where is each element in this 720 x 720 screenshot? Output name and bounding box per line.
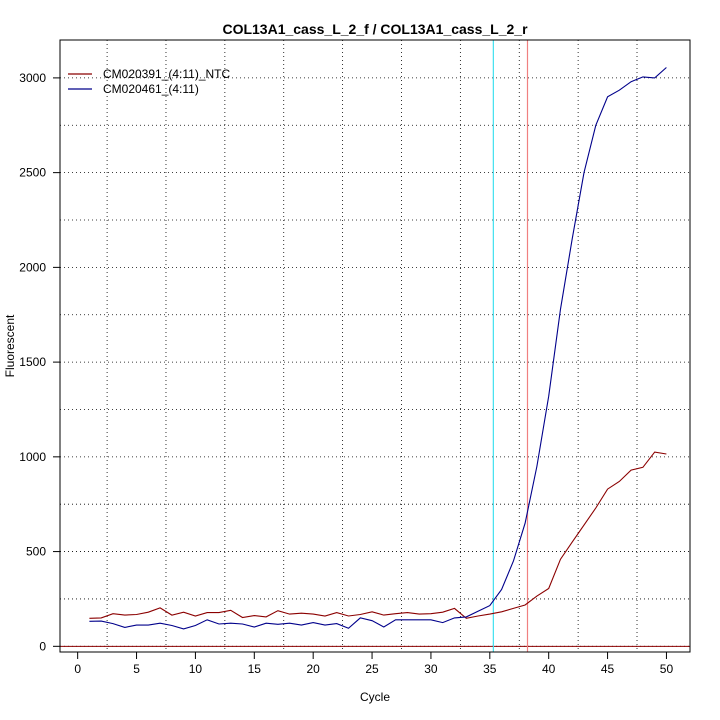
threshold-lines (60, 40, 690, 652)
series-line-1 (89, 451, 667, 619)
y-tick-label: 1500 (19, 355, 46, 369)
legend-label-2: CM020461_(4:11) (103, 82, 199, 96)
x-tick-label: 0 (74, 662, 81, 676)
legend-label-1: CM020391_(4:11)_NTC (103, 67, 231, 81)
x-tick-label: 30 (424, 662, 438, 676)
y-axis-label: Fluorescent (3, 314, 17, 377)
y-tick-label: 0 (39, 639, 46, 653)
x-tick-label: 15 (248, 662, 262, 676)
y-tick-label: 1000 (19, 450, 46, 464)
x-tick-label: 10 (189, 662, 203, 676)
x-tick-label: 35 (483, 662, 497, 676)
x-tick-label: 5 (133, 662, 140, 676)
axis-layer: 0 5 10 15 20 25 30 35 40 45 5005001000150020002500… (19, 71, 673, 676)
x-tick-label: 20 (306, 662, 320, 676)
chart-title: COL13A1_cass_L_2_f / COL13A1_cass_L_2_r (222, 21, 528, 37)
y-tick-label: 3000 (19, 71, 46, 85)
series-layer (89, 67, 667, 630)
grid-layer (60, 40, 690, 652)
plot-frame (59, 39, 691, 653)
y-tick-label: 500 (26, 545, 46, 559)
y-tick-label: 2000 (19, 260, 46, 274)
x-tick-label: 40 (542, 662, 556, 676)
x-tick-label: 45 (601, 662, 615, 676)
x-tick-label: 25 (365, 662, 379, 676)
series-line-2 (89, 67, 667, 630)
x-axis-label: Cycle (360, 690, 390, 704)
y-tick-label: 2500 (19, 166, 46, 180)
x-tick-label: 50 (660, 662, 674, 676)
